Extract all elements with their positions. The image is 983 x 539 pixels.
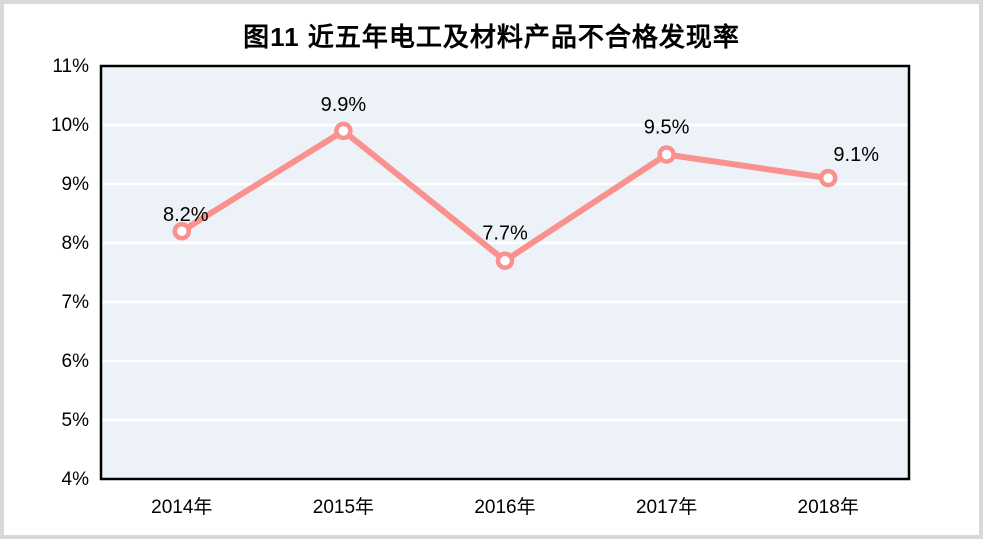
data-point-label: 9.1% <box>833 144 879 166</box>
data-point-marker <box>495 251 515 270</box>
x-axis-tick-label: 2016年 <box>474 496 535 518</box>
x-axis-tick-label: 2014年 <box>151 496 212 518</box>
data-point-marker <box>657 145 676 164</box>
data-point-label: 9.9% <box>321 94 367 116</box>
y-axis-tick-label: 9% <box>62 174 90 195</box>
data-point-label: 8.2% <box>163 204 209 226</box>
y-axis-tick-label: 4% <box>62 469 90 490</box>
chart-title: 图11 近五年电工及材料产品不合格发现率 <box>243 22 740 52</box>
data-point-marker <box>818 168 838 188</box>
x-axis-tick-label: 2017年 <box>636 496 697 518</box>
x-axis-tick-label: 2015年 <box>313 496 374 518</box>
line-chart: 8.2% 9.9% 7.7% 9.5% 9.1% 4% 5% 6% 7% 8% 9% 10% 11% 20… <box>51 56 911 518</box>
y-axis-tick-label: 10% <box>51 115 89 136</box>
y-axis-tick-label: 11% <box>52 56 89 77</box>
data-point-marker <box>334 121 353 141</box>
plot-border <box>99 64 911 481</box>
y-axis-tick-label: 5% <box>62 410 90 431</box>
x-axis-tick-label: 2018年 <box>798 496 859 518</box>
plot-area <box>101 66 909 479</box>
data-point-label: 9.5% <box>644 117 690 139</box>
data-point-marker <box>172 221 192 241</box>
data-point-label: 7.7% <box>482 223 528 245</box>
y-axis-tick-label: 8% <box>62 233 90 254</box>
y-axis-tick-label: 7% <box>62 292 90 313</box>
y-axis-tick-label: 6% <box>62 351 90 372</box>
